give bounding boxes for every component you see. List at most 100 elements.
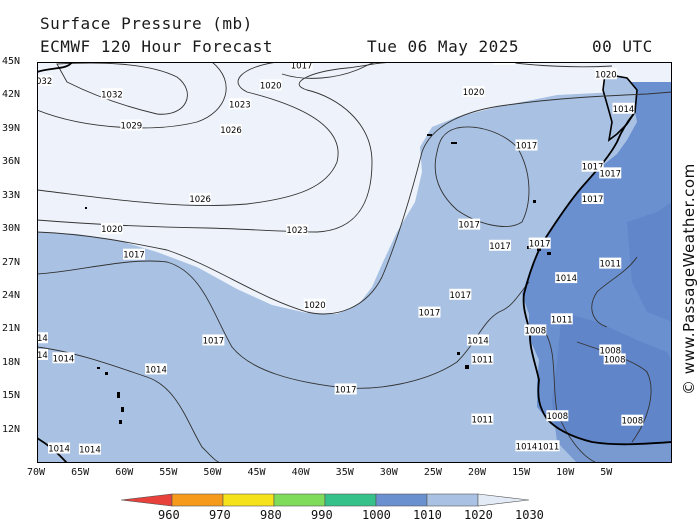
isobar-label-text: 1017 — [419, 309, 441, 319]
isobar-label: 1017 — [581, 160, 604, 173]
isobar-label-text: 1017 — [582, 163, 604, 173]
latitude-tick-label: 42N — [2, 89, 21, 101]
longitude-tick-label: 25W — [423, 467, 442, 478]
forecast-time: 00 UTC — [592, 37, 653, 56]
colorbar-label: 960 — [158, 508, 180, 522]
isobar-label-text: 1032 — [101, 90, 123, 100]
isobar-1020 — [37, 91, 672, 315]
isobar-label: 1032 — [37, 74, 53, 87]
longitude-tick-label: 30W — [379, 467, 398, 478]
colorbar-label: 990 — [311, 508, 333, 522]
antilles-island — [119, 420, 122, 424]
cape-verde-island — [457, 352, 460, 355]
longitude-tick-label: 35W — [335, 467, 354, 478]
isobar-label-text: 1020 — [101, 225, 123, 235]
isobar-label: 1017 — [515, 139, 538, 152]
isobar-1023 — [37, 62, 398, 233]
colorbar-label: 1010 — [413, 508, 442, 522]
isobar-label-text: 1017 — [582, 195, 604, 205]
isobar-label-text: 1023 — [229, 100, 251, 110]
isobar-label-text: 1011 — [472, 416, 494, 426]
isobar-label-text: 1014 — [145, 365, 167, 375]
isobar-label: 1026 — [220, 123, 243, 136]
isobar-label-text: 1014 — [555, 274, 577, 284]
isobar-label: 1020 — [303, 298, 326, 311]
isobar-label: 1017 — [290, 62, 313, 71]
isobar-label: 1017 — [489, 239, 512, 252]
isobar-label-text: 1026 — [189, 195, 211, 205]
isobar-label: 1014 — [37, 332, 48, 344]
isobar-label-text: 1011 — [599, 260, 621, 270]
isobar-label-text: 1020 — [304, 301, 326, 311]
isobar-label: 1008 — [524, 324, 547, 336]
isobar-label: 1023 — [493, 62, 516, 66]
isobar-label: 1008 — [599, 344, 622, 356]
isobar-label-text: 1020 — [463, 88, 485, 98]
isobar-1017-north — [281, 62, 378, 79]
colorbar-label: 1030 — [515, 508, 544, 522]
isobar-label: 1017 — [418, 306, 441, 319]
pressure-map: 1032 1032 1029 1017 1020 1023 1026 1023 1020 1020… — [37, 62, 672, 463]
isobar-label: 1029 — [120, 119, 143, 131]
isobar-labels: 1032 1032 1029 1017 1020 1023 1026 1023 1020 1020… — [37, 62, 644, 456]
colorbar-label: 1020 — [464, 508, 493, 522]
longitude-tick-label: 5W — [600, 467, 613, 478]
latitude-tick-label: 30N — [2, 223, 21, 235]
isobar-label-text: 1017 — [516, 142, 538, 152]
latitude-tick-label: 15N — [2, 390, 21, 402]
latitude-tick-label: 39N — [2, 122, 21, 134]
colorbar-label: 1000 — [362, 508, 391, 522]
isobar-label-text: 1008 — [599, 346, 621, 356]
isobar-label-text: 1017 — [291, 62, 313, 71]
isobar-label: 1011 — [537, 440, 560, 452]
latitude-tick-label: 27N — [2, 256, 21, 268]
low-pressure-area-north — [627, 202, 672, 322]
isobar-label: 1017 — [528, 237, 551, 250]
isobar-label: 1032 — [100, 88, 123, 100]
longitude-tick-label: 20W — [467, 467, 487, 478]
isobar-label-text: 1014 — [37, 351, 48, 361]
chart-title: Surface Pressure (mb) — [40, 14, 253, 33]
isobar-label-text: 1017 — [458, 221, 480, 231]
isobar-label-text: 1011 — [538, 442, 560, 452]
isobar-label: 1008 — [546, 410, 569, 422]
antilles-island — [105, 372, 108, 375]
longitude-tick-label: 60W — [115, 467, 134, 478]
isobar-1029 — [37, 62, 227, 129]
isobar-label: 1017 — [334, 383, 357, 395]
isobar-label: 1014 — [145, 363, 168, 375]
latitude-tick-label: 33N — [2, 189, 21, 201]
azores-island — [451, 142, 457, 144]
isobar-label-text: 1017 — [529, 240, 551, 250]
model-label: ECMWF 120 Hour Forecast — [40, 37, 274, 56]
isobar-1017 — [37, 260, 530, 389]
colorbar-segment — [120, 493, 173, 507]
colorbar-segment — [375, 493, 428, 507]
isobar-1026 — [37, 62, 339, 206]
isobar-label: 1014 — [466, 334, 489, 346]
isobar-label: 1014 — [52, 352, 75, 364]
colorbar-label: 970 — [209, 508, 231, 522]
isobar-label-text: 1017 — [123, 251, 145, 261]
isobar-label: 1014 — [78, 443, 101, 456]
bermuda-island — [85, 207, 87, 209]
isobar-label: 1014 — [515, 440, 538, 452]
isobar-label: 1017 — [449, 288, 472, 301]
colorbar-segment — [171, 493, 224, 507]
nova-scotia-coast — [37, 62, 73, 73]
isobar-label: 1026 — [189, 193, 212, 205]
colorbar-segment — [477, 493, 530, 507]
longitude-tick-label: 70W — [27, 467, 46, 478]
isobar-1032 — [56, 62, 188, 115]
colorbar-segment — [324, 493, 377, 507]
isobar-label: 1014 — [612, 102, 635, 115]
isobar-1014-africa — [591, 256, 638, 328]
isobar-label: 1008 — [603, 353, 626, 365]
high-pressure-area — [37, 62, 672, 314]
isobar-1017-east — [434, 126, 530, 227]
latitude-tick-label: 36N — [2, 156, 21, 168]
isobar-label-text: 1014 — [37, 334, 48, 344]
isobar-label: 1020 — [462, 86, 485, 98]
isobar-label: 1017 — [458, 218, 481, 231]
isobar-label-text: 1008 — [604, 355, 626, 365]
